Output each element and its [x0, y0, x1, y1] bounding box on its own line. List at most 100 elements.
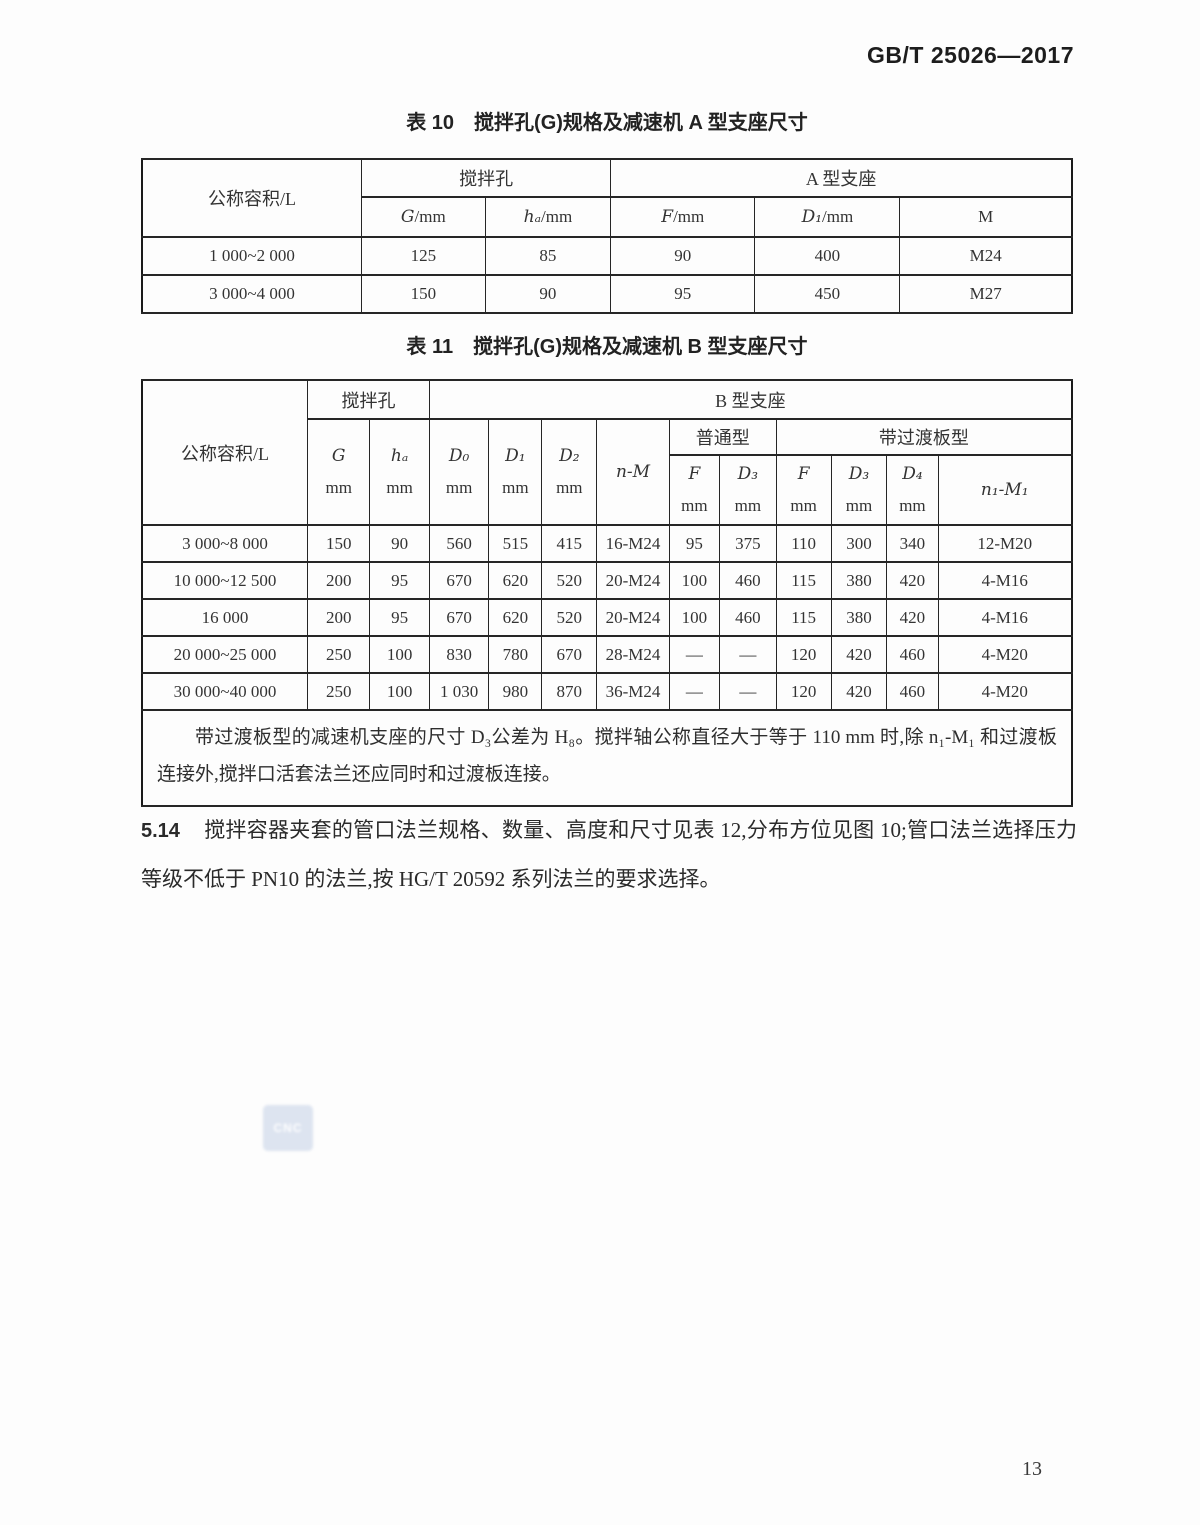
table-cell: 110 [775, 524, 832, 563]
table-cell: 30 000~40 000 [141, 672, 309, 711]
table-cell: 1 030 [428, 672, 490, 711]
col-header: n-M [596, 418, 670, 526]
table-cell: 670 [541, 635, 598, 674]
table-cell: 980 [488, 672, 543, 711]
table-cell: 90 [610, 236, 756, 276]
col-group-hole: 搅拌孔 [360, 158, 612, 198]
table-cell: 620 [488, 561, 543, 600]
table10-title-prefix: 表 10 [406, 112, 455, 134]
table-cell: 95 [369, 561, 430, 600]
table-cell: — [668, 672, 720, 711]
watermark-stamp: CNC [263, 1105, 313, 1151]
table11-title-text: 搅拌孔(G)规格及减速机 B 型支座尺寸 [473, 336, 808, 358]
table-cell: 415 [541, 524, 598, 563]
table-cell: 520 [541, 598, 598, 637]
table-cell: 150 [360, 274, 486, 314]
table11-title: 表 11 搅拌孔(G)规格及减速机 B 型支座尺寸 [141, 330, 1073, 359]
table-cell: 125 [360, 236, 486, 276]
paragraph-5-14-line2: 等级不低于 PN10 的法兰,按 HG/T 20592 系列法兰的要求选择。 [141, 867, 721, 891]
col-header: n₁-M₁ [937, 454, 1073, 526]
col-header: D₀ mm [428, 418, 490, 526]
table-cell: 28-M24 [596, 635, 670, 674]
table-row: 10 000~12 500 200 95 670 620 520 20-M24 … [141, 561, 1073, 600]
table-cell: 670 [428, 561, 490, 600]
table-cell: 90 [484, 274, 612, 314]
table-cell: 100 [369, 672, 430, 711]
table-cell: 100 [668, 561, 720, 600]
table10-title-text: 搅拌孔(G)规格及减速机 A 型支座尺寸 [474, 112, 808, 134]
table11-note-text: 带过渡板型的减速机支座的尺寸 D₃公差为 H₈。搅拌轴公称直径大于等于 110 … [157, 727, 1057, 785]
table-cell: 20-M24 [596, 561, 670, 600]
table-cell: 10 000~12 500 [141, 561, 309, 600]
table-cell: 16-M24 [596, 524, 670, 563]
table-cell: 250 [307, 635, 371, 674]
table-cell: 120 [775, 635, 832, 674]
table-row: 3 000~4 000 150 90 95 450 M27 [141, 274, 1073, 314]
table-cell: 115 [775, 561, 832, 600]
table-row: 30 000~40 000 250 100 1 030 980 870 36-M… [141, 672, 1073, 711]
col-header-volume: 公称容积/L [141, 379, 309, 526]
table-cell: 20 000~25 000 [141, 635, 309, 674]
col-header: hₐ/mm [484, 196, 612, 238]
table-cell: 4-M20 [937, 672, 1073, 711]
table-cell: M27 [899, 274, 1073, 314]
table-cell: 95 [668, 524, 720, 563]
table-cell: 16 000 [141, 598, 309, 637]
table-row: 3 000~8 000 150 90 560 515 415 16-M24 95… [141, 524, 1073, 563]
table-cell: 380 [830, 598, 888, 637]
table-cell: 95 [369, 598, 430, 637]
table-cell: 36-M24 [596, 672, 670, 711]
col-header: M [899, 196, 1073, 238]
table10-title: 表 10 搅拌孔(G)规格及减速机 A 型支座尺寸 [141, 106, 1073, 135]
table-cell: 420 [886, 561, 939, 600]
table-cell: — [718, 635, 777, 674]
table-cell: 830 [428, 635, 490, 674]
table-cell: 340 [886, 524, 939, 563]
table-cell: 620 [488, 598, 543, 637]
col-header: D₄ mm [886, 454, 939, 526]
col-header: F/mm [610, 196, 756, 238]
table-row: 1 000~2 000 125 85 90 400 M24 [141, 236, 1073, 276]
table-cell: 460 [718, 598, 777, 637]
table-cell: 400 [754, 236, 901, 276]
table-cell: 20-M24 [596, 598, 670, 637]
table-cell: 460 [886, 672, 939, 711]
table-cell: 200 [307, 561, 371, 600]
table11-note-row: 带过渡板型的减速机支座的尺寸 D₃公差为 H₈。搅拌轴公称直径大于等于 110 … [141, 709, 1073, 807]
table-cell: 375 [718, 524, 777, 563]
table-cell: 870 [541, 672, 598, 711]
col-header: D₁ mm [488, 418, 543, 526]
table-cell: 450 [754, 274, 901, 314]
table-cell: 100 [668, 598, 720, 637]
table-cell: 250 [307, 672, 371, 711]
table10: 公称容积/L 搅拌孔 A 型支座 G/mm hₐ/mm F/mm D₁/mm M… [141, 158, 1073, 314]
table-cell: 780 [488, 635, 543, 674]
col-header: D₂ mm [541, 418, 598, 526]
table-cell: 300 [830, 524, 888, 563]
table-cell: 115 [775, 598, 832, 637]
table-cell: — [718, 672, 777, 711]
table-cell: 560 [428, 524, 490, 563]
col-header-volume: 公称容积/L [141, 158, 362, 238]
table-cell: 120 [775, 672, 832, 711]
col-header: hₐ mm [369, 418, 430, 526]
col-group-hole: 搅拌孔 [307, 379, 430, 420]
table-cell: 4-M16 [937, 561, 1073, 600]
table-cell: 460 [886, 635, 939, 674]
col-header: D₃ mm [718, 454, 777, 526]
table-cell: 3 000~4 000 [141, 274, 362, 314]
col-header: G/mm [360, 196, 486, 238]
table-cell: — [668, 635, 720, 674]
table-cell: 420 [830, 672, 888, 711]
table-cell: 460 [718, 561, 777, 600]
paragraph-5-14-line1: 5.14 搅拌容器夹套的管口法兰规格、数量、高度和尺寸见表 12,分布方位见图 1… [141, 818, 1077, 842]
table10-header-row-groups: 公称容积/L 搅拌孔 A 型支座 [141, 158, 1073, 238]
table-cell: 90 [369, 524, 430, 563]
